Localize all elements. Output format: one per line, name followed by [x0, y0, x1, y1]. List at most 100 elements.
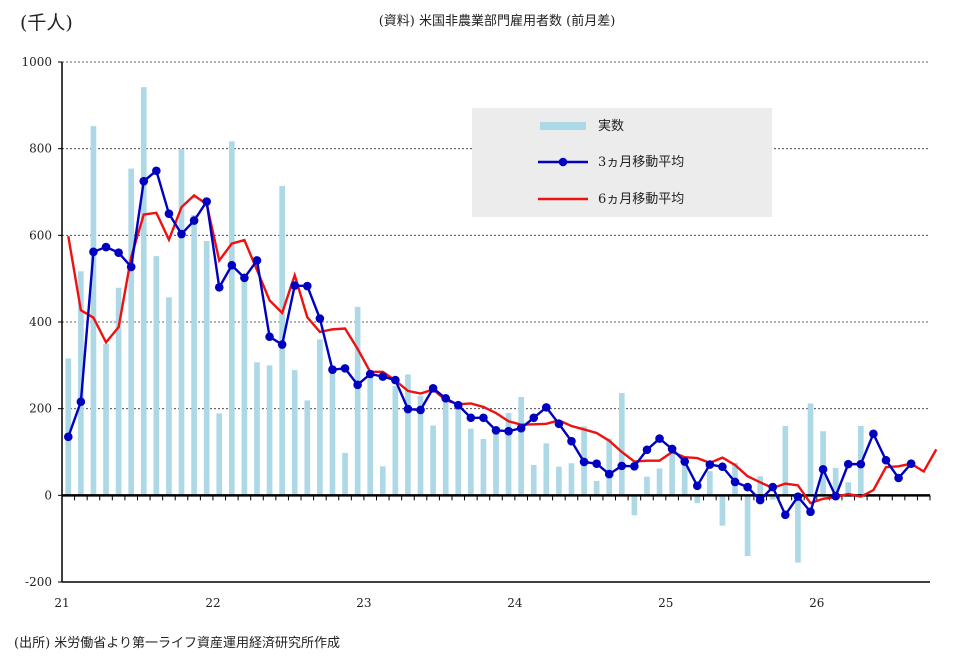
bar: [442, 395, 449, 496]
ma3-point: [277, 340, 287, 349]
bar: [140, 87, 147, 496]
bar: [606, 438, 613, 496]
ma3-point: [604, 469, 614, 479]
bar: [707, 471, 713, 496]
bar: [568, 463, 575, 496]
ma3-point: [441, 393, 450, 403]
legend-swatch-bars: [540, 122, 586, 130]
bar: [254, 362, 260, 496]
bar: [153, 256, 160, 496]
bar: [78, 271, 84, 496]
ma3-point: [718, 462, 727, 472]
ma3-point: [252, 256, 262, 265]
ma3-point: [491, 426, 501, 435]
legend-box: [472, 108, 772, 217]
bar: [631, 495, 638, 516]
bar: [379, 466, 386, 496]
bar: [128, 168, 135, 496]
bar: [820, 431, 826, 496]
ma3-point: [881, 455, 891, 465]
ma3-point: [164, 209, 174, 218]
ma3-point: [906, 459, 916, 469]
ma3-point: [667, 444, 677, 454]
ma3-point: [303, 281, 312, 291]
bar: [90, 126, 97, 496]
ma3-point: [139, 176, 149, 186]
bar: [593, 481, 600, 496]
bar: [455, 408, 462, 496]
bar: [392, 386, 399, 496]
bar: [317, 339, 323, 496]
ma3-point: [642, 445, 652, 455]
bar: [795, 495, 801, 563]
ma3-point: [542, 403, 551, 412]
bar: [468, 428, 474, 496]
bar: [644, 476, 650, 496]
bar: [228, 141, 235, 496]
ma3-point: [453, 400, 463, 410]
bar: [178, 149, 185, 496]
ma3-point: [831, 491, 840, 501]
ma3-point: [743, 482, 752, 492]
ma3-point: [114, 248, 123, 257]
ma3-point: [391, 375, 400, 385]
bar: [694, 495, 701, 504]
ma3-point: [328, 365, 337, 374]
ma3-point: [554, 419, 564, 429]
ma3-point: [617, 461, 627, 471]
ma3-point: [856, 459, 866, 469]
bar: [543, 443, 550, 496]
x-tick-label: 25: [658, 596, 673, 610]
bar: [103, 344, 109, 496]
bar: [744, 495, 751, 556]
y-tick-label: 1000: [21, 55, 52, 69]
bar: [65, 358, 72, 496]
ma3-point: [818, 465, 828, 474]
ma3-point: [504, 426, 513, 436]
legend-label: 6ヵ月移動平均: [598, 192, 684, 207]
bar: [480, 439, 487, 496]
ma3-point: [340, 364, 350, 373]
x-tick-label: 21: [54, 596, 69, 610]
bar: [304, 400, 311, 496]
ma3-point: [428, 384, 438, 393]
ma3-point: [416, 405, 425, 415]
ma3-point: [768, 482, 778, 492]
bar: [266, 365, 273, 496]
ma3-point: [378, 372, 388, 381]
ma3-point: [177, 229, 186, 239]
x-tick-label: 22: [205, 596, 220, 610]
bar: [115, 287, 122, 496]
y-tick-label: 0: [44, 488, 52, 502]
bar: [505, 413, 512, 496]
ma3-point: [529, 413, 539, 423]
legend: 実数 3ヵ月移動平均 6ヵ月移動平均: [472, 108, 772, 217]
bar: [329, 365, 336, 496]
ma3-point: [152, 166, 161, 176]
unit-label: (千人): [20, 12, 73, 34]
ma3-point: [353, 380, 362, 390]
bar: [367, 376, 374, 496]
bar: [430, 425, 436, 496]
series-line-ma6: [67, 193, 938, 505]
ma3-point: [126, 262, 136, 272]
bar: [291, 370, 298, 496]
bar: [203, 240, 210, 496]
ma3-point: [630, 462, 639, 471]
ma3-point: [579, 457, 589, 467]
bar: [681, 461, 688, 496]
x-tick-label: 24: [507, 596, 523, 610]
ma3-point: [755, 495, 765, 505]
ma3-point: [781, 510, 790, 520]
ma3-point: [202, 197, 211, 206]
ma3-point: [793, 492, 803, 501]
x-tick-label: 26: [809, 596, 824, 610]
bar: [807, 403, 814, 496]
ma3-point: [592, 459, 601, 469]
bar: [719, 495, 726, 526]
bar: [241, 277, 248, 496]
ma3-point: [290, 281, 300, 290]
bar: [166, 297, 172, 496]
bar: [757, 476, 764, 496]
